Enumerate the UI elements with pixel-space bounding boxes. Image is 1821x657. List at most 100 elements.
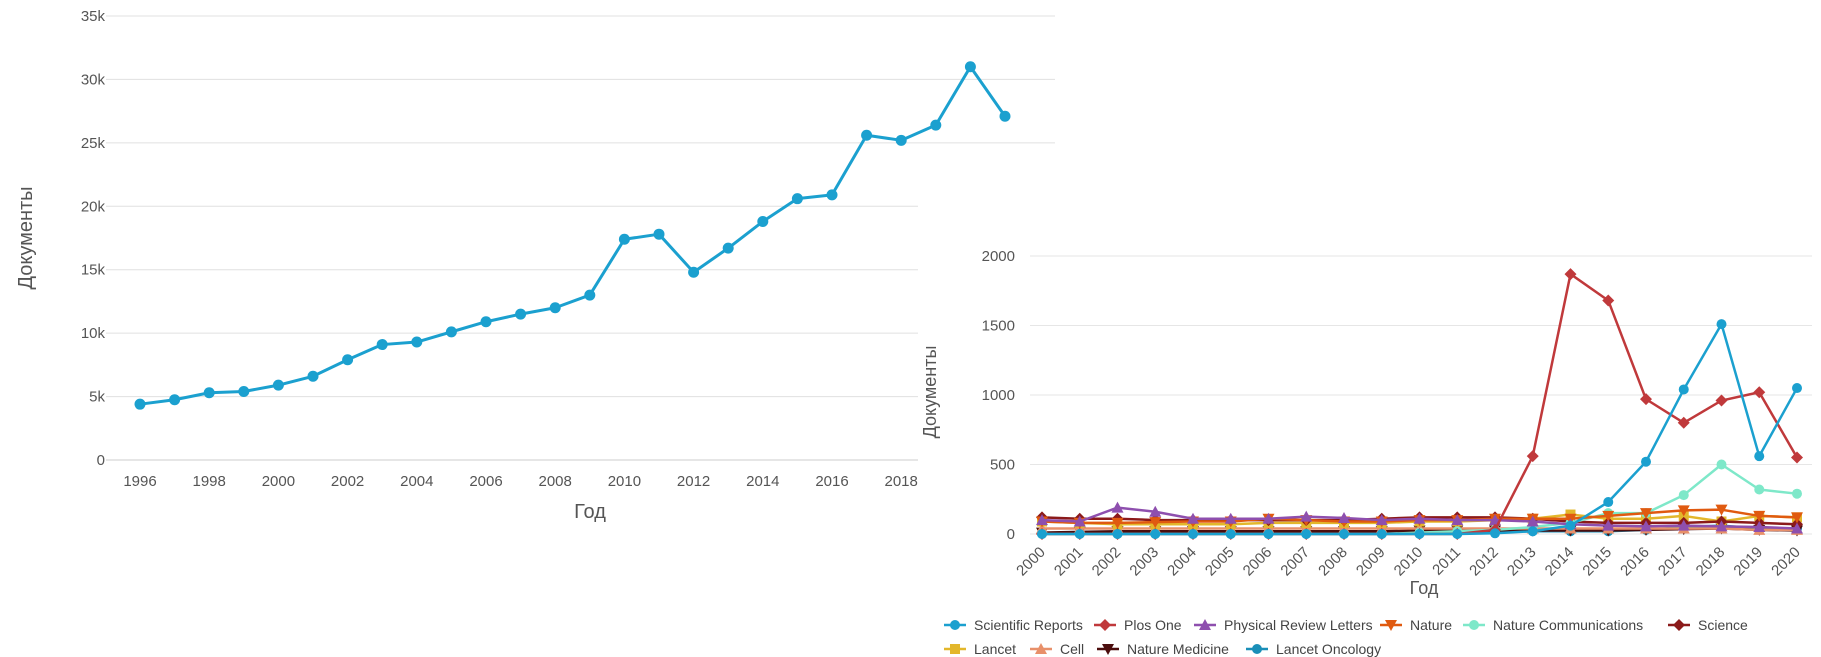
x-tick-label: 2014 <box>746 473 779 490</box>
x-tick-label: 2010 <box>608 473 641 490</box>
data-point <box>1791 451 1803 464</box>
data-point <box>169 394 181 406</box>
legend-marker <box>1252 644 1262 654</box>
x-tick-label: 2012 <box>1466 544 1502 580</box>
legend-label: Scientific Reports <box>974 617 1083 633</box>
data-point <box>272 379 284 391</box>
data-point <box>584 289 596 301</box>
y-tick-label: 0 <box>97 452 105 469</box>
data-point <box>895 134 907 146</box>
y-tick-label: 5k <box>89 389 105 406</box>
x-axis-title: Год <box>1410 578 1439 598</box>
x-tick-label: 2015 <box>1579 544 1615 580</box>
y-tick-label: 2000 <box>982 248 1015 265</box>
data-point <box>134 398 146 410</box>
legend-label: Nature <box>1410 617 1452 633</box>
x-tick-label: 2006 <box>1240 544 1276 580</box>
data-point <box>1149 505 1162 517</box>
y-tick-label: 10k <box>81 325 106 342</box>
data-point <box>757 216 769 228</box>
data-point <box>1791 522 1803 534</box>
x-tick-label: 2002 <box>1089 544 1125 580</box>
data-point <box>1564 268 1577 281</box>
data-point <box>1526 450 1539 463</box>
y-tick-label: 35k <box>81 8 106 25</box>
data-point <box>1565 520 1576 531</box>
data-point <box>1754 451 1765 462</box>
x-tick-label: 2006 <box>469 473 502 490</box>
data-point <box>342 354 354 366</box>
legend-marker <box>1469 620 1479 630</box>
legend-label: Cell <box>1060 641 1084 657</box>
x-axis-title: Год <box>574 501 606 523</box>
left-chart: 0 5k 10k 15k 20k 25k 30k 35k 1996 1998 2000 2002 200… <box>15 8 1055 523</box>
data-point <box>1641 456 1651 467</box>
data-point <box>1754 484 1765 495</box>
x-tick-label: 2008 <box>1315 544 1351 580</box>
data-point <box>1715 520 1728 532</box>
data-point <box>1753 386 1766 399</box>
data-point <box>1036 514 1048 526</box>
data-point <box>1111 517 1124 529</box>
y-tick-label: 0 <box>1007 526 1015 543</box>
data-point <box>1602 294 1615 307</box>
data-point <box>1716 459 1727 470</box>
y-tick-label: 30k <box>81 71 106 88</box>
data-point <box>376 339 388 351</box>
data-point <box>618 233 630 245</box>
legend-label: Physical Review Letters <box>1224 617 1373 633</box>
data-point <box>1526 515 1539 527</box>
data-point <box>1375 514 1388 526</box>
data-point <box>1037 529 1047 539</box>
data-point <box>1149 517 1162 529</box>
x-tick-label: 2000 <box>1013 544 1049 580</box>
data-point <box>722 242 734 254</box>
data-point <box>1792 383 1802 394</box>
data-point <box>1677 519 1690 531</box>
x-tick-label: 2012 <box>677 473 710 490</box>
x-tick-label: 2011 <box>1429 544 1464 579</box>
data-point <box>515 308 527 320</box>
data-point <box>1074 529 1085 539</box>
data-point <box>1640 520 1652 532</box>
data-point <box>1753 521 1766 533</box>
y-tick-label: 500 <box>990 457 1015 474</box>
x-tick-label: 2009 <box>1353 544 1389 580</box>
data-point <box>1300 510 1313 522</box>
legend-marker <box>1099 619 1111 631</box>
legend-marker <box>1035 643 1047 654</box>
data-point <box>1527 526 1538 537</box>
series-line <box>1042 322 1799 536</box>
data-point <box>238 385 250 397</box>
data-point <box>1603 497 1614 508</box>
data-point <box>999 110 1011 122</box>
legend-marker <box>1673 619 1685 631</box>
legend-label: Lancet <box>974 641 1016 657</box>
y-tick-label: 1000 <box>982 387 1015 404</box>
x-tick-label: 2002 <box>331 473 364 490</box>
legend-label: Science <box>1698 617 1748 633</box>
data-point <box>688 266 700 278</box>
y-tick-label: 1500 <box>982 318 1015 335</box>
data-point <box>203 387 215 399</box>
data-point <box>1791 512 1803 524</box>
data-point <box>480 316 492 328</box>
data-point <box>1262 512 1275 524</box>
x-tick-label: 2020 <box>1768 544 1804 580</box>
x-tick-label: 2003 <box>1126 544 1162 580</box>
legend-marker <box>1385 620 1397 631</box>
y-axis-title: Документы <box>15 186 37 289</box>
series-line <box>139 65 1007 406</box>
legend-marker <box>950 644 960 654</box>
data-point <box>1224 512 1237 524</box>
data-point <box>1452 529 1463 539</box>
data-point <box>1640 393 1652 406</box>
data-point <box>1792 488 1802 499</box>
x-tick-label: 2004 <box>1164 544 1200 580</box>
data-point <box>307 370 319 382</box>
x-tick-label: 2017 <box>1655 544 1691 580</box>
data-point <box>1150 529 1161 539</box>
legend-label: Nature Medicine <box>1127 641 1229 657</box>
